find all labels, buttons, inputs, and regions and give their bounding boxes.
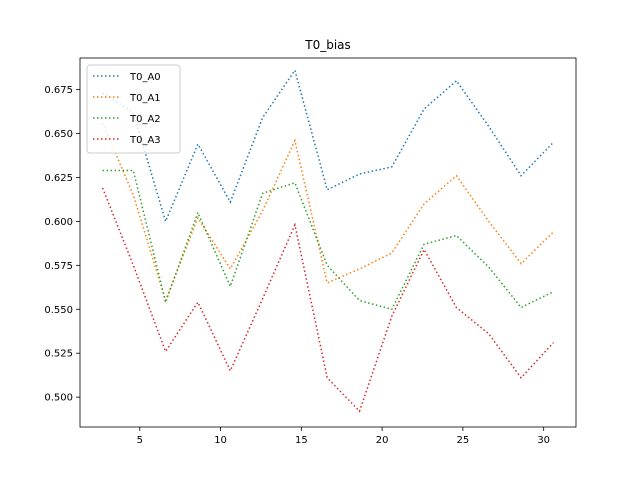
chart-title: T0_bias bbox=[304, 38, 351, 52]
y-tick-label: 0.650 bbox=[44, 129, 73, 140]
y-tick-label: 0.575 bbox=[44, 261, 73, 272]
legend-label-T0_A1: T0_A1 bbox=[129, 93, 161, 104]
legend-box bbox=[86, 64, 181, 154]
series-line-T0_A3 bbox=[101, 187, 554, 413]
x-tick-label: 15 bbox=[295, 435, 308, 446]
legend-label-T0_A2: T0_A2 bbox=[129, 114, 161, 125]
x-tick-label: 5 bbox=[137, 435, 143, 446]
y-tick-label: 0.525 bbox=[44, 349, 73, 360]
legend-label-T0_A0: T0_A0 bbox=[129, 72, 161, 83]
plot-frame bbox=[79, 57, 577, 428]
series-line-T0_A2 bbox=[102, 169, 554, 311]
x-tick-label: 10 bbox=[214, 435, 227, 446]
y-tick-label: 0.500 bbox=[44, 393, 73, 404]
x-tick-label: 20 bbox=[376, 435, 389, 446]
x-tick-label: 25 bbox=[457, 435, 470, 446]
y-tick-label: 0.600 bbox=[44, 217, 73, 228]
legend-label-T0_A3: T0_A3 bbox=[129, 135, 161, 146]
y-tick-label: 0.625 bbox=[44, 173, 73, 184]
y-tick-label: 0.550 bbox=[44, 305, 73, 316]
y-tick-label: 0.675 bbox=[44, 85, 73, 96]
x-tick-label: 30 bbox=[537, 435, 550, 446]
